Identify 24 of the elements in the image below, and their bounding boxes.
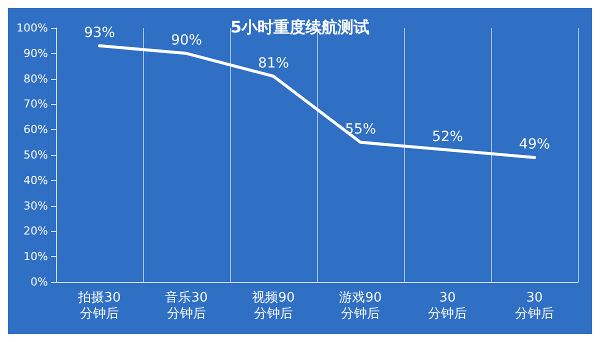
x-tick-label: 30 分钟后	[428, 290, 467, 322]
y-tick-label: 80%	[24, 72, 48, 86]
data-label: 81%	[258, 55, 290, 72]
x-tick-label: 游戏90 分钟后	[339, 290, 382, 322]
y-tick-label: 40%	[24, 174, 48, 187]
y-tick-label: 10%	[24, 250, 48, 264]
x-tick-label: 视频90 分钟后	[252, 290, 295, 322]
data-label: 93%	[84, 24, 116, 41]
y-tick-label: 100%	[16, 22, 48, 34]
y-tick-label: 30%	[24, 199, 48, 212]
x-tick-label: 拍摄30 分钟后	[77, 290, 121, 322]
x-tick-label: 音乐30 分钟后	[165, 290, 208, 322]
y-tick-label: 50%	[24, 148, 48, 162]
y-tick-label: 60%	[24, 123, 48, 136]
data-label: 52%	[432, 128, 464, 145]
chart-title: 5小时重度续航测试	[230, 18, 370, 36]
y-tick-label: 20%	[24, 224, 48, 238]
data-label: 90%	[170, 32, 202, 48]
y-tick-label: 0%	[30, 276, 48, 288]
y-tick-label: 70%	[24, 98, 48, 111]
y-tick-label: 90%	[24, 46, 48, 60]
x-tick-label: 30 分钟后	[515, 290, 554, 322]
data-label: 55%	[344, 121, 376, 138]
data-label: 49%	[518, 136, 550, 153]
